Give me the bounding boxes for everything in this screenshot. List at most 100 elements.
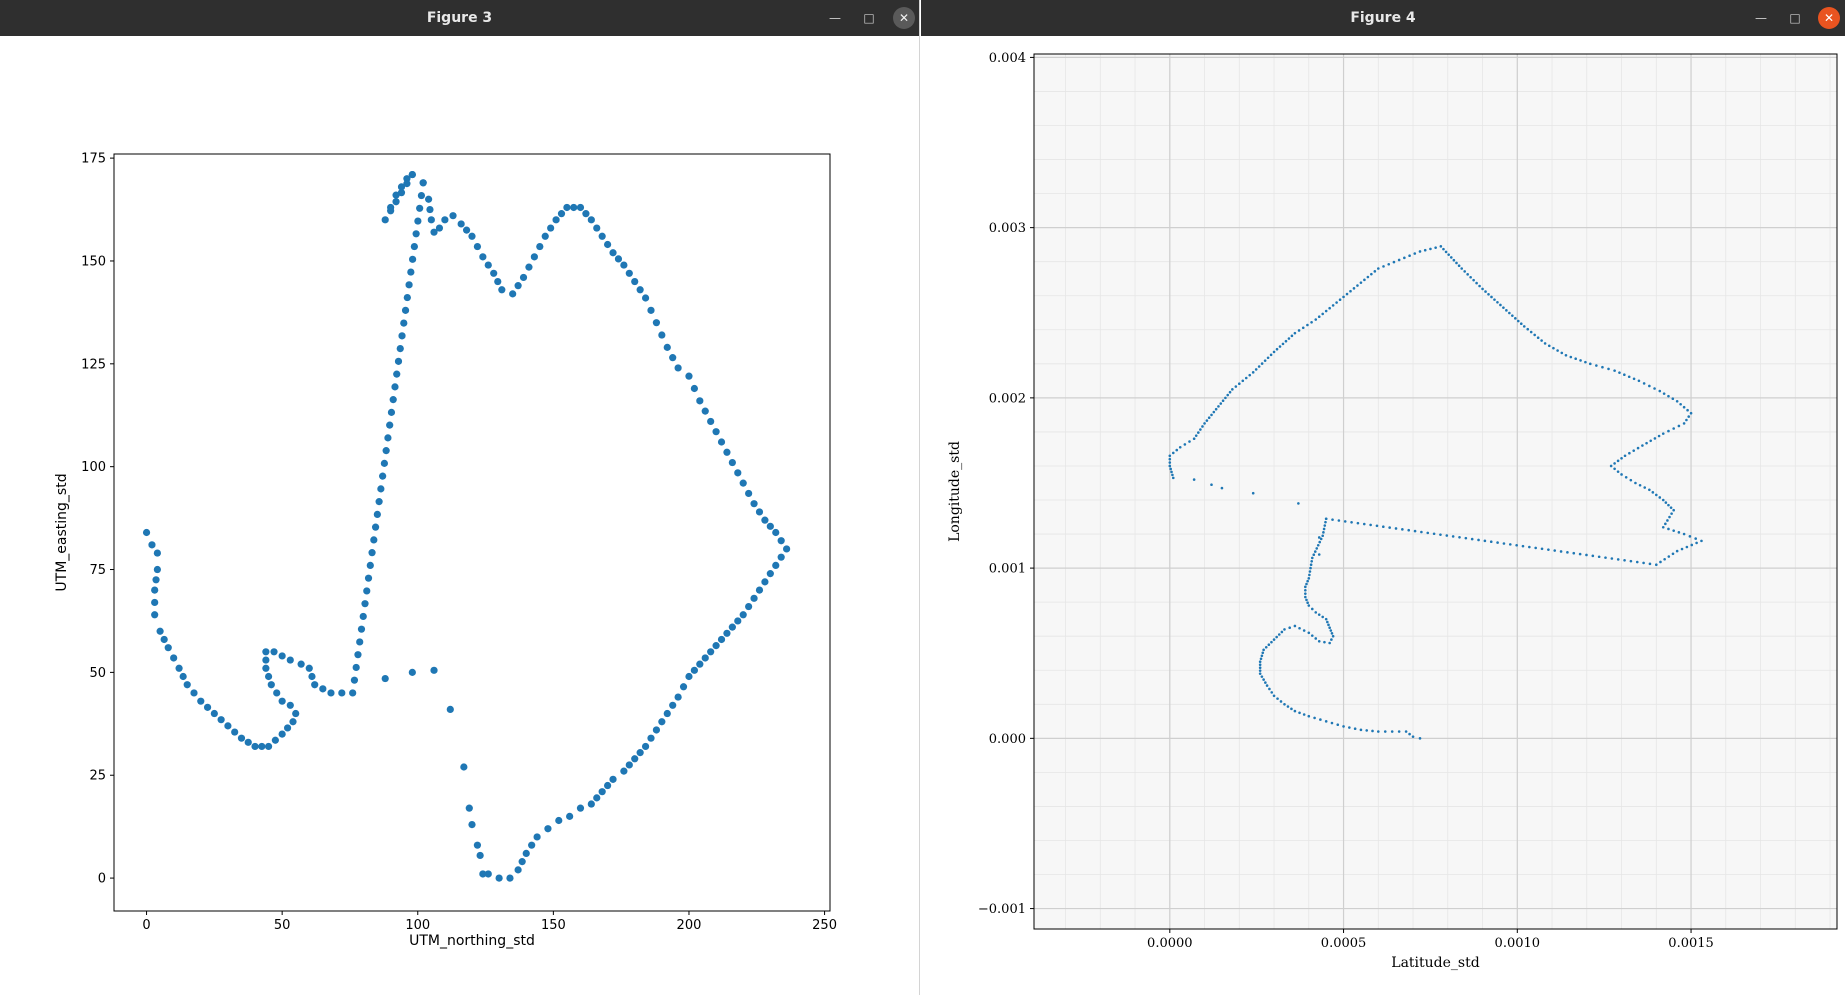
data-point bbox=[1214, 407, 1218, 411]
data-point bbox=[1377, 267, 1380, 270]
data-point bbox=[1268, 687, 1271, 691]
data-point bbox=[1322, 527, 1326, 531]
maximize-icon[interactable]: □ bbox=[863, 11, 875, 25]
data-point bbox=[382, 447, 390, 455]
data-point bbox=[1327, 623, 1330, 627]
data-point bbox=[170, 654, 178, 662]
data-point bbox=[414, 217, 422, 225]
data-point bbox=[519, 273, 528, 282]
data-point bbox=[707, 648, 715, 656]
data-point bbox=[1324, 720, 1328, 723]
data-point bbox=[1540, 547, 1544, 551]
data-point bbox=[712, 428, 720, 436]
data-point bbox=[1171, 476, 1175, 480]
data-point bbox=[576, 804, 585, 812]
data-point bbox=[465, 804, 473, 812]
close-icon[interactable]: ✕ bbox=[893, 7, 915, 29]
minimize-icon[interactable]: — bbox=[829, 11, 841, 25]
data-point bbox=[1365, 729, 1369, 732]
data-point bbox=[408, 170, 416, 179]
data-point bbox=[1205, 419, 1209, 422]
data-point bbox=[533, 833, 541, 841]
data-point bbox=[587, 800, 595, 808]
data-point bbox=[1371, 729, 1374, 733]
data-point bbox=[403, 180, 411, 188]
data-point bbox=[476, 851, 484, 860]
data-point bbox=[1258, 669, 1262, 672]
data-point bbox=[1263, 359, 1267, 362]
data-point bbox=[1283, 628, 1286, 631]
data-point bbox=[701, 654, 709, 662]
data-point bbox=[652, 319, 661, 327]
data-point bbox=[297, 660, 305, 668]
data-point bbox=[1279, 700, 1283, 703]
data-point bbox=[506, 874, 514, 882]
data-point bbox=[1336, 723, 1340, 727]
data-point bbox=[1390, 730, 1394, 733]
data-point bbox=[1260, 362, 1264, 365]
data-point bbox=[674, 364, 682, 372]
y-tick-label: 0.002 bbox=[989, 391, 1026, 406]
data-point bbox=[696, 397, 704, 405]
data-point bbox=[1280, 630, 1284, 634]
data-point bbox=[1326, 620, 1329, 624]
data-point bbox=[1442, 247, 1445, 251]
data-point bbox=[1192, 437, 1196, 441]
data-point bbox=[151, 586, 159, 594]
data-point bbox=[1350, 520, 1353, 524]
data-point bbox=[690, 384, 698, 393]
y-tick-label: 75 bbox=[89, 563, 106, 578]
window-titlebar[interactable]: Figure 3 — □ ✕ bbox=[0, 0, 919, 36]
data-point bbox=[224, 722, 232, 730]
data-point bbox=[541, 232, 549, 240]
data-point bbox=[1308, 570, 1312, 573]
maximize-icon[interactable]: □ bbox=[1789, 11, 1801, 25]
data-point bbox=[308, 672, 316, 681]
data-point bbox=[271, 736, 279, 744]
data-point bbox=[547, 224, 555, 232]
data-point bbox=[663, 709, 671, 718]
data-point bbox=[1277, 633, 1281, 636]
data-point bbox=[777, 537, 785, 545]
data-point bbox=[1623, 373, 1626, 377]
data-point bbox=[203, 703, 212, 711]
y-tick-label: 175 bbox=[81, 152, 106, 167]
data-point bbox=[658, 331, 666, 339]
data-point bbox=[1306, 323, 1309, 327]
data-point bbox=[707, 417, 715, 426]
data-point bbox=[1171, 451, 1175, 455]
data-point bbox=[400, 319, 408, 327]
data-point bbox=[1275, 347, 1279, 351]
data-point bbox=[1682, 405, 1686, 409]
data-point bbox=[1641, 444, 1644, 447]
data-point bbox=[1262, 678, 1265, 681]
data-point bbox=[338, 689, 346, 697]
data-point bbox=[278, 652, 286, 660]
window-title: Figure 4 bbox=[1350, 10, 1416, 26]
data-point bbox=[696, 660, 704, 668]
data-point bbox=[264, 672, 273, 681]
data-point bbox=[1572, 551, 1576, 555]
data-point bbox=[1356, 521, 1360, 525]
data-point bbox=[1616, 558, 1620, 561]
data-point bbox=[631, 277, 639, 286]
x-tick-label: 250 bbox=[812, 918, 837, 933]
data-point bbox=[1168, 464, 1172, 468]
data-point bbox=[1620, 473, 1623, 476]
data-point bbox=[479, 870, 487, 878]
y-tick-label: 0.001 bbox=[989, 562, 1026, 577]
close-icon[interactable]: ✕ bbox=[1818, 7, 1840, 29]
data-point bbox=[1356, 284, 1359, 287]
data-point bbox=[417, 191, 426, 200]
window-titlebar[interactable]: Figure 4 — □ ✕ bbox=[921, 0, 1845, 36]
data-point bbox=[1321, 534, 1324, 538]
data-point bbox=[1269, 353, 1273, 357]
y-tick-label: 50 bbox=[89, 666, 106, 681]
data-point bbox=[1553, 549, 1557, 552]
data-point bbox=[1310, 320, 1313, 324]
data-point bbox=[1297, 502, 1300, 505]
data-point bbox=[479, 253, 487, 261]
data-point bbox=[262, 656, 270, 664]
data-point bbox=[1262, 648, 1265, 652]
minimize-icon[interactable]: — bbox=[1755, 11, 1767, 25]
